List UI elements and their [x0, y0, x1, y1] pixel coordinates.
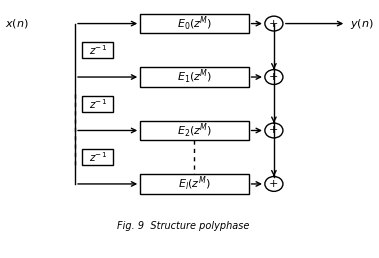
Bar — [140, 14, 249, 33]
Text: $E_1(z^M)$: $E_1(z^M)$ — [177, 68, 212, 86]
Bar — [82, 42, 113, 59]
Text: +: + — [269, 19, 279, 29]
Bar — [140, 67, 249, 87]
Text: +: + — [269, 125, 279, 135]
Text: $E_0(z^M)$: $E_0(z^M)$ — [177, 14, 212, 33]
Text: Fig. 9  Structure polyphase: Fig. 9 Structure polyphase — [117, 221, 250, 230]
Text: $z^{-1}$: $z^{-1}$ — [89, 150, 107, 164]
Text: $E_l(z^M)$: $E_l(z^M)$ — [178, 175, 211, 193]
Text: $x(n)$: $x(n)$ — [5, 17, 28, 30]
Text: +: + — [269, 72, 279, 82]
Text: +: + — [269, 179, 279, 189]
Bar — [82, 149, 113, 165]
Text: $E_2(z^M)$: $E_2(z^M)$ — [177, 121, 212, 140]
Text: $z^{-1}$: $z^{-1}$ — [89, 97, 107, 111]
Bar — [140, 174, 249, 194]
Bar — [82, 95, 113, 112]
Text: $y(n)$: $y(n)$ — [350, 17, 374, 30]
Text: $z^{-1}$: $z^{-1}$ — [89, 43, 107, 57]
Bar — [140, 121, 249, 140]
